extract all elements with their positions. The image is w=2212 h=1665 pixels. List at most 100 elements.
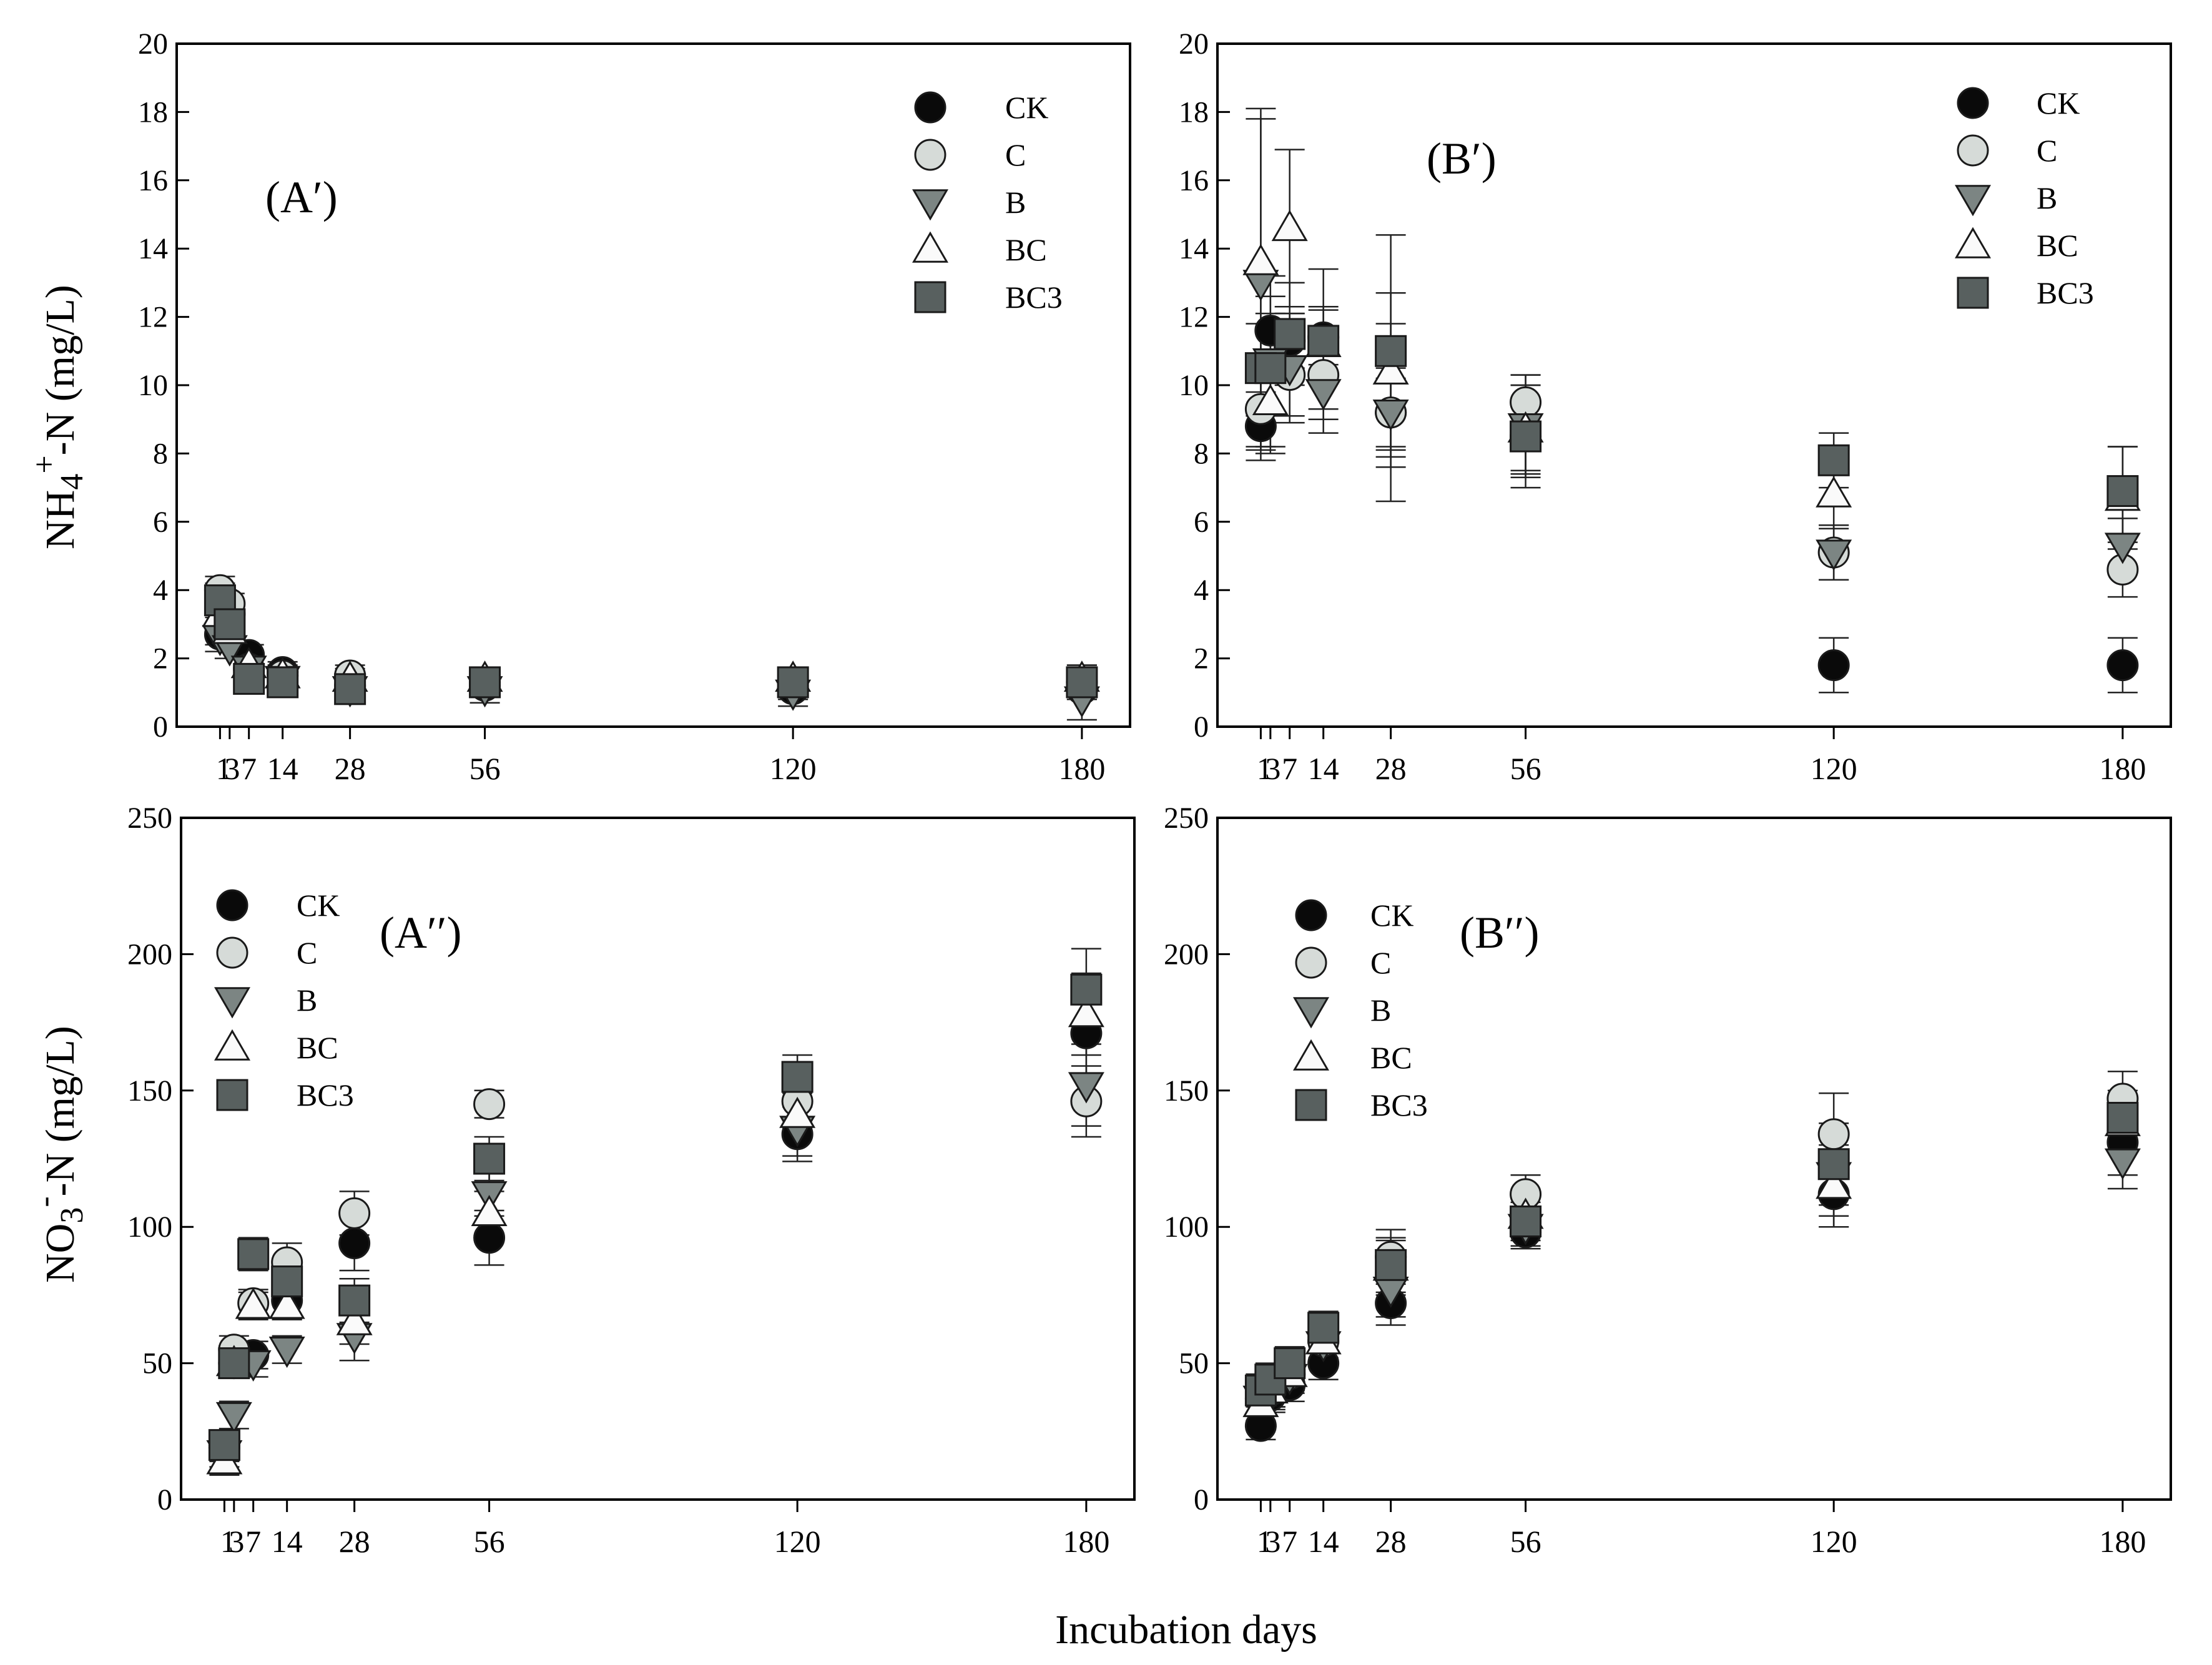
panel-nh4-treated: 0 2 4 6 8 10 12 14 16 18 20 13 7 14 28 56 120 180 CK CB BC…	[1179, 27, 2172, 786]
x-axis-label: Incubation days	[1055, 1607, 1317, 1653]
legend-marker-bc3	[1295, 1089, 1327, 1121]
y-tick-label: 250	[1164, 802, 1209, 835]
panel-no3-treated: 0 50 100 150 200 250 13 7 14 28 56 120 180 CK CB BC BC…	[1164, 802, 2172, 1559]
y-tick-labels: 0 50 100 150 200 250	[127, 802, 172, 1516]
plot-frame	[180, 817, 1136, 1501]
legend-marker-bc3	[216, 1079, 248, 1111]
y-tick-label: 150	[1164, 1074, 1209, 1108]
x-tick-labels: 13 7 14 28 56 120 180	[1257, 751, 2146, 786]
legend-label-c: C	[2037, 133, 2057, 168]
legend-label-ck: CK	[2037, 86, 2080, 120]
axis-ticks	[181, 817, 1088, 1512]
y-tick-label: 16	[138, 164, 168, 197]
legend-marker-c	[216, 936, 248, 969]
x-tick-label: 56	[1510, 751, 1541, 786]
y-tick-label: 20	[138, 27, 168, 61]
y-tick-label: 4	[1194, 574, 1209, 607]
legend-marker-ck	[914, 91, 946, 124]
y-tick-label: 18	[138, 96, 168, 129]
data-point-bc3	[1066, 666, 1098, 699]
data-point-b	[268, 1337, 305, 1368]
x-tick-label: 180	[2099, 1524, 2146, 1559]
data-point-bc3	[334, 673, 366, 705]
x-tick-label: 14	[1308, 751, 1339, 786]
y-tick-label: 18	[1179, 96, 1209, 129]
data-point-bc3	[271, 1265, 303, 1298]
data-point-bc3	[1375, 335, 1407, 367]
x-tick-label: 3	[224, 751, 240, 786]
panel-label: (A′)	[265, 172, 338, 222]
data-point-bc3	[1817, 1148, 1850, 1181]
axis-ticks	[177, 42, 1083, 739]
data-point-b	[1305, 379, 1342, 411]
x-tick-label: 28	[1375, 751, 1407, 786]
panel-label: (B′′)	[1460, 908, 1539, 958]
axis-ticks	[1217, 42, 2124, 739]
y-tick-label: 8	[1194, 437, 1209, 470]
data-point-bc3	[473, 1142, 506, 1175]
x-tick-label: 3	[1265, 1524, 1281, 1559]
legend-label-bc3: BC3	[297, 1078, 354, 1112]
data-point-bc3	[237, 1238, 270, 1270]
panel-no3-control: 0 50 100 150 200 250 13 7 14 28 56 120 180 CK CB BC BC…	[27, 802, 1136, 1559]
x-tick-label: 7	[245, 1524, 261, 1559]
y-tick-label: 12	[138, 301, 168, 334]
data-point-bc3	[1070, 973, 1103, 1006]
plot-frame	[1216, 817, 2172, 1501]
legend-label-b: B	[1005, 185, 1026, 220]
data-markers	[1242, 209, 2141, 682]
legend-label-c: C	[1370, 945, 1391, 980]
legend-marker-c	[1957, 134, 1989, 167]
data-point-b	[1372, 400, 1409, 431]
legend-marker-b	[214, 987, 251, 1019]
x-tick-label: 56	[469, 751, 501, 786]
legend-label-b: B	[297, 983, 317, 1018]
data-point-bc	[1816, 476, 1852, 508]
y-tick-label: 0	[1194, 1483, 1209, 1516]
data-point-bc3	[1254, 352, 1287, 385]
data-point-bc3	[1510, 420, 1542, 453]
y-tick-label: 6	[153, 506, 168, 539]
legend-label-b: B	[1370, 993, 1391, 1028]
y-axis-label: NH4+-N (mg/L)	[27, 285, 90, 549]
y-tick-labels: 0 50 100 150 200 250	[1164, 802, 1209, 1516]
y-tick-label: 200	[127, 938, 172, 971]
x-tick-label: 7	[241, 751, 257, 786]
legend: CK CB BC BC3	[1954, 86, 2094, 310]
y-tick-label: 4	[153, 574, 168, 607]
legend: CK CB BC BC3	[214, 888, 354, 1112]
legend-marker-ck	[216, 889, 248, 921]
y-tick-label: 20	[1179, 27, 1209, 61]
x-tick-labels: 13 7 14 28 56 120 180	[1257, 1524, 2146, 1559]
data-point-b	[215, 1402, 252, 1433]
data-point-bc3	[2106, 1101, 2139, 1134]
y-tick-labels: 0 2 4 6 8 10 12 14 16 18 20	[138, 27, 168, 744]
y-tick-label: 200	[1164, 938, 1209, 971]
data-point-bc	[1242, 243, 1279, 275]
x-tick-label: 56	[474, 1524, 505, 1559]
y-tick-label: 50	[1179, 1347, 1209, 1380]
y-tick-label: 10	[138, 369, 168, 402]
data-point-bc3	[233, 662, 265, 695]
x-tick-label: 1	[220, 1524, 236, 1559]
y-axis-label: NO3--N (mg/L)	[27, 1026, 90, 1283]
legend-marker-b	[912, 189, 949, 221]
x-tick-label: 180	[1058, 751, 1105, 786]
legend-label-c: C	[297, 935, 317, 970]
y-tick-label: 6	[1194, 506, 1209, 539]
y-tick-label: 50	[142, 1347, 172, 1380]
legend-label-bc3: BC3	[1370, 1088, 1428, 1122]
data-point-bc3	[1307, 1312, 1340, 1344]
y-tick-label: 0	[153, 710, 168, 744]
data-point-ck	[1817, 649, 1850, 682]
x-tick-label: 14	[267, 751, 298, 786]
x-tick-label: 1	[1257, 751, 1272, 786]
data-point-b	[2104, 1148, 2141, 1180]
x-tick-label: 1	[216, 751, 232, 786]
legend-marker-bc	[912, 231, 949, 263]
legend-label-bc3: BC3	[2037, 275, 2094, 310]
legend-marker-bc	[1292, 1039, 1330, 1071]
y-tick-label: 8	[153, 437, 168, 470]
legend-label-ck: CK	[1005, 90, 1048, 125]
